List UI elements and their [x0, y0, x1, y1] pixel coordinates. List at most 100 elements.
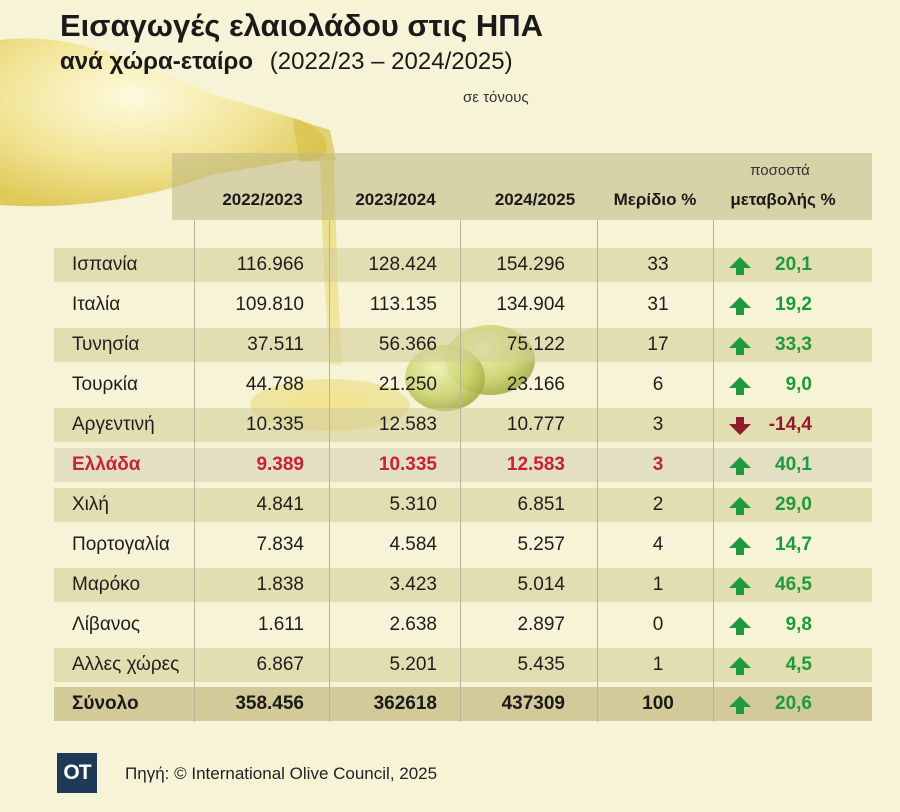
table-row: Χιλή 4.841 5.310 6.851 2 29,0 — [54, 488, 872, 522]
share-cell: 33 — [647, 254, 669, 275]
change-cell: 33,3 — [775, 334, 812, 355]
value-2023-2024-cell: 5.310 — [389, 494, 437, 515]
value-2024-2025-cell: 2.897 — [517, 614, 565, 635]
share-cell: 2 — [652, 494, 664, 515]
value-2022-2023-cell: 9.389 — [256, 454, 304, 475]
share-cell: 100 — [642, 693, 674, 714]
change-cell: 14,7 — [775, 534, 812, 555]
country-cell: Πορτογαλία — [72, 534, 170, 555]
country-cell: Αργεντινή — [72, 414, 155, 435]
country-cell: Μαρόκο — [72, 574, 141, 595]
share-cell: 3 — [652, 454, 664, 475]
change-cell: 4,5 — [785, 654, 812, 675]
change-cell: 19,2 — [775, 294, 812, 315]
table-row: Τουρκία 44.788 21.250 23.166 6 9,0 — [54, 368, 872, 402]
value-2024-2025-cell: 5.014 — [517, 574, 565, 595]
value-2022-2023-cell: 44.788 — [245, 374, 304, 395]
column-divider — [329, 220, 330, 722]
arrow-up-icon — [729, 297, 751, 315]
change-cell: 46,5 — [775, 574, 812, 595]
value-2022-2023-cell: 6.867 — [256, 654, 304, 675]
value-2024-2025-cell: 134.904 — [496, 294, 565, 315]
country-cell: Ελλάδα — [72, 454, 141, 475]
arrow-down-icon — [729, 417, 751, 435]
value-2023-2024-cell: 2.638 — [389, 614, 437, 635]
arrow-up-icon — [729, 497, 751, 515]
change-cell: 9,0 — [785, 374, 812, 395]
share-cell: 6 — [652, 374, 664, 395]
subtitle-range: (2022/23 – 2024/2025) — [269, 48, 513, 75]
value-2023-2024-cell: 10.335 — [378, 454, 437, 475]
ot-logo: ΟΤ — [57, 753, 97, 793]
value-2023-2024-cell: 113.135 — [369, 294, 437, 315]
arrow-up-icon — [729, 457, 751, 475]
chart-subtitle: ανά χώρα-εταίρο (2022/23 – 2024/2025) — [60, 48, 513, 76]
value-2024-2025-cell: 154.296 — [496, 254, 565, 275]
value-2022-2023-cell: 7.834 — [256, 534, 304, 555]
share-cell: 0 — [652, 614, 664, 635]
column-header-2022-2023: 2022/2023 — [222, 190, 303, 209]
column-divider — [713, 220, 714, 722]
value-2023-2024-cell: 21.250 — [378, 374, 437, 395]
table-row: Πορτογαλία 7.834 4.584 5.257 4 14,7 — [54, 528, 872, 562]
country-cell: Ιταλία — [72, 294, 121, 315]
country-cell: Χιλή — [72, 494, 109, 515]
value-2023-2024-cell: 128.424 — [368, 254, 437, 275]
country-cell: Αλλες χώρες — [72, 654, 180, 675]
table-row: Τυνησία 37.511 56.366 75.122 17 33,3 — [54, 328, 872, 362]
value-2023-2024-cell: 362618 — [373, 693, 437, 714]
value-2023-2024-cell: 56.366 — [378, 334, 437, 355]
column-divider — [194, 220, 195, 722]
table-header-band — [172, 153, 872, 220]
subtitle-main: ανά χώρα-εταίρο — [60, 48, 254, 75]
table-row: Αλλες χώρες 6.867 5.201 5.435 1 4,5 — [54, 648, 872, 682]
table-row: Μαρόκο 1.838 3.423 5.014 1 46,5 — [54, 568, 872, 602]
share-cell: 31 — [647, 294, 669, 315]
share-cell: 1 — [652, 574, 664, 595]
country-cell: Σύνολο — [72, 693, 139, 714]
value-2023-2024-cell: 12.583 — [378, 414, 437, 435]
country-cell: Ισπανία — [72, 254, 138, 275]
column-header-2023-2024: 2023/2024 — [355, 190, 436, 209]
table-row: Λίβανος 1.611 2.638 2.897 0 9,8 — [54, 608, 872, 642]
table-row: Αργεντινή 10.335 12.583 10.777 3 -14,4 — [54, 408, 872, 442]
arrow-up-icon — [729, 696, 751, 714]
arrow-up-icon — [729, 617, 751, 635]
value-2022-2023-cell: 109.810 — [235, 294, 304, 315]
table-row-total: Σύνολο 358.456 362618 437309 100 20,6 — [54, 687, 872, 721]
value-2022-2023-cell: 358.456 — [235, 693, 304, 714]
change-cell: 20,1 — [775, 254, 812, 275]
change-cell: 9,8 — [785, 614, 812, 635]
arrow-up-icon — [729, 577, 751, 595]
source-note: Πηγή: © International Olive Council, 202… — [125, 764, 438, 783]
share-cell: 4 — [652, 534, 664, 555]
value-2024-2025-cell: 437309 — [501, 693, 565, 714]
value-2023-2024-cell: 4.584 — [389, 534, 437, 555]
arrow-up-icon — [729, 257, 751, 275]
arrow-up-icon — [729, 337, 751, 355]
value-2022-2023-cell: 1.838 — [256, 574, 304, 595]
table-row: Ισπανία 116.966 128.424 154.296 33 20,1 — [54, 248, 872, 282]
country-cell: Τουρκία — [72, 374, 138, 395]
column-header-change-top: ποσοστά — [750, 162, 810, 179]
value-2024-2025-cell: 5.435 — [517, 654, 565, 675]
country-cell: Λίβανος — [72, 614, 141, 635]
table-row: Ιταλία 109.810 113.135 134.904 31 19,2 — [54, 288, 872, 322]
arrow-up-icon — [729, 657, 751, 675]
column-divider — [460, 220, 461, 722]
value-2024-2025-cell: 5.257 — [517, 534, 565, 555]
change-cell: 40,1 — [775, 454, 812, 475]
column-header-share: Μερίδιο % — [613, 190, 697, 209]
value-2022-2023-cell: 4.841 — [256, 494, 304, 515]
value-2024-2025-cell: 12.583 — [506, 454, 565, 475]
change-cell: -14,4 — [768, 414, 812, 435]
value-2024-2025-cell: 6.851 — [517, 494, 565, 515]
units-label: σε τόνους — [463, 89, 529, 106]
table-row: Ελλάδα 9.389 10.335 12.583 3 40,1 — [54, 448, 872, 482]
share-cell: 1 — [652, 654, 664, 675]
change-cell: 29,0 — [775, 494, 812, 515]
value-2022-2023-cell: 10.335 — [245, 414, 304, 435]
value-2023-2024-cell: 5.201 — [389, 654, 437, 675]
value-2022-2023-cell: 1.611 — [257, 614, 304, 635]
value-2024-2025-cell: 10.777 — [506, 414, 565, 435]
